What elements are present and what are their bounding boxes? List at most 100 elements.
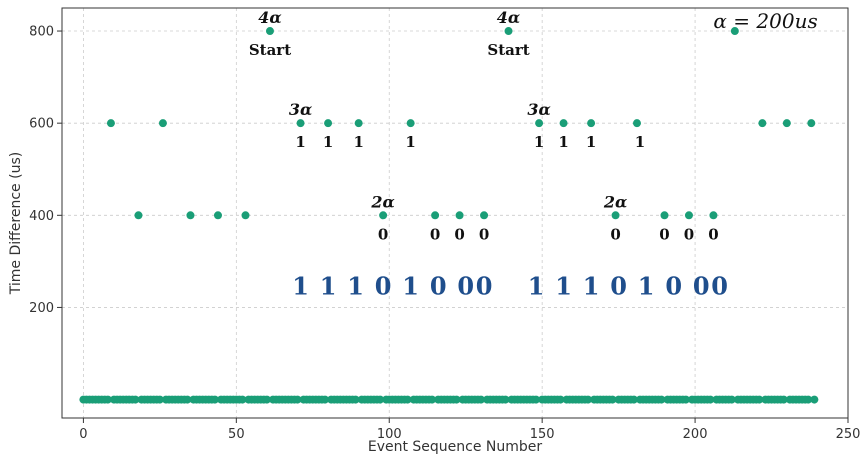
data-point bbox=[535, 119, 544, 128]
data-point bbox=[158, 119, 167, 128]
data-point bbox=[296, 119, 305, 128]
data-point bbox=[807, 119, 816, 128]
baseline-point bbox=[501, 395, 510, 404]
data-point bbox=[455, 211, 464, 220]
baseline-point bbox=[321, 395, 330, 404]
baseline-point bbox=[210, 395, 219, 404]
baseline-point bbox=[376, 395, 385, 404]
baseline-point bbox=[131, 395, 140, 404]
data-point bbox=[265, 27, 274, 36]
baseline-point bbox=[452, 395, 461, 404]
sequence-bit: 0 bbox=[375, 272, 392, 301]
baseline-point bbox=[779, 395, 788, 404]
bit-label: 1 bbox=[534, 133, 544, 151]
sequence-bit: 1 bbox=[402, 272, 419, 301]
x-tick-label: 150 bbox=[530, 427, 555, 442]
baseline-point bbox=[428, 395, 437, 404]
data-point bbox=[186, 211, 195, 220]
x-tick-label: 250 bbox=[836, 427, 861, 442]
sequence-bit: 0 bbox=[457, 272, 474, 301]
baseline-point bbox=[262, 395, 271, 404]
data-point bbox=[587, 119, 596, 128]
sequence-bit: 1 bbox=[638, 272, 655, 301]
baseline-point bbox=[183, 395, 192, 404]
bit-label: 0 bbox=[378, 225, 388, 243]
alpha-label: 3α bbox=[289, 100, 312, 119]
x-tick-label: 50 bbox=[228, 427, 245, 442]
data-point bbox=[758, 119, 767, 128]
baseline-point bbox=[804, 395, 813, 404]
data-point bbox=[559, 119, 568, 128]
y-axis-title: Time Difference (us) bbox=[8, 152, 24, 295]
baseline-point bbox=[103, 395, 112, 404]
bit-label: 1 bbox=[353, 133, 363, 151]
alpha-label: 4α bbox=[258, 8, 281, 27]
sequence-bit: 0 bbox=[610, 272, 627, 301]
data-point bbox=[611, 211, 620, 220]
sequence-bit: 1 bbox=[583, 272, 600, 301]
data-point bbox=[406, 119, 415, 128]
alpha-label: 2α bbox=[370, 192, 394, 211]
sequence-bit: 0 bbox=[476, 272, 493, 301]
bit-label: 0 bbox=[454, 225, 464, 243]
sequence-bit: 1 bbox=[347, 272, 364, 301]
sequence-bit: 0 bbox=[693, 272, 710, 301]
data-point bbox=[241, 211, 250, 220]
start-label: Start bbox=[487, 41, 529, 59]
plot-frame bbox=[61, 7, 849, 419]
baseline-point bbox=[608, 395, 617, 404]
y-tick-label: 200 bbox=[29, 301, 54, 316]
data-point bbox=[730, 27, 739, 36]
sequence-bit: 1 bbox=[555, 272, 572, 301]
baseline-point bbox=[629, 395, 638, 404]
data-point bbox=[709, 211, 718, 220]
alpha-label: 4α bbox=[497, 8, 520, 27]
alpha-label: 2α bbox=[603, 192, 627, 211]
alpha-definition: α = 200us bbox=[713, 9, 817, 33]
data-points bbox=[79, 27, 819, 404]
data-point bbox=[431, 211, 440, 220]
x-tick-label: 200 bbox=[683, 427, 708, 442]
baseline-point bbox=[238, 395, 247, 404]
sequence-bit: 1 bbox=[292, 272, 309, 301]
baseline-point bbox=[351, 395, 360, 404]
data-point bbox=[134, 211, 143, 220]
x-tick-label: 100 bbox=[377, 427, 402, 442]
data-point bbox=[480, 211, 489, 220]
baseline-point bbox=[681, 395, 690, 404]
bit-label: 1 bbox=[295, 133, 305, 151]
bit-label: 0 bbox=[708, 225, 718, 243]
data-point bbox=[213, 211, 222, 220]
data-point bbox=[106, 119, 115, 128]
baseline-point bbox=[403, 395, 412, 404]
bit-label: 0 bbox=[659, 225, 669, 243]
baseline-point bbox=[727, 395, 736, 404]
data-point bbox=[354, 119, 363, 128]
bit-label: 1 bbox=[586, 133, 596, 151]
baseline-point bbox=[476, 395, 485, 404]
bit-label: 1 bbox=[635, 133, 645, 151]
baseline-point bbox=[755, 395, 764, 404]
data-point bbox=[504, 27, 513, 36]
sequence-bit: 0 bbox=[430, 272, 447, 301]
y-tick-label: 400 bbox=[29, 209, 54, 224]
bit-label: 0 bbox=[430, 225, 440, 243]
start-label: Start bbox=[249, 41, 291, 59]
sequence-bit: 1 bbox=[528, 272, 545, 301]
data-point bbox=[782, 119, 791, 128]
data-point bbox=[684, 211, 693, 220]
baseline-point bbox=[293, 395, 302, 404]
baseline-point bbox=[657, 395, 666, 404]
y-tick-label: 800 bbox=[29, 25, 54, 40]
data-point bbox=[379, 211, 388, 220]
bit-label: 1 bbox=[405, 133, 415, 151]
bit-label: 1 bbox=[558, 133, 568, 151]
data-point bbox=[324, 119, 333, 128]
alpha-label: 3α bbox=[527, 100, 550, 119]
x-tick-label: 0 bbox=[79, 427, 87, 442]
data-point bbox=[632, 119, 641, 128]
bit-label: 0 bbox=[479, 225, 489, 243]
sequence-bit: 0 bbox=[711, 272, 728, 301]
